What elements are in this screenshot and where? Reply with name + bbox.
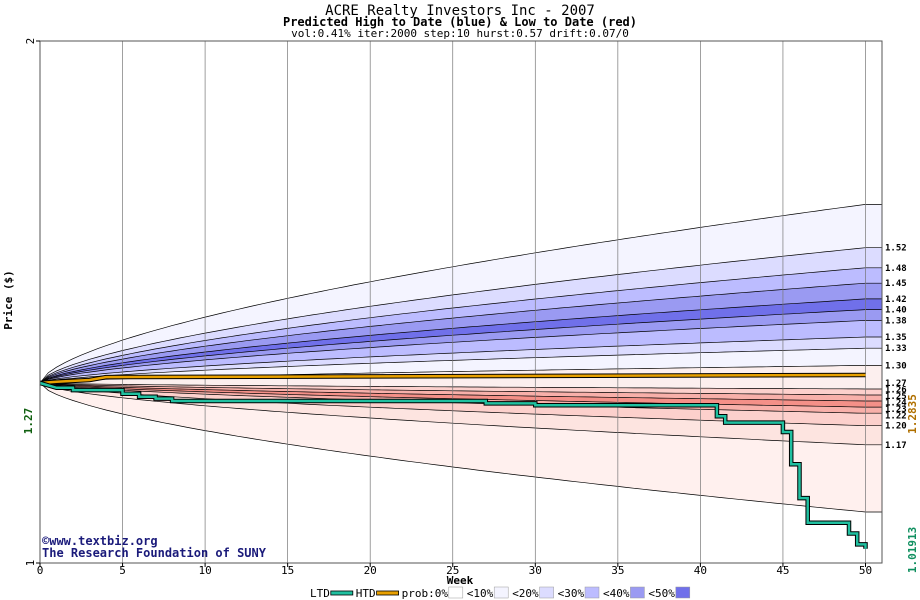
right-label-1.25: 1.25 [885, 392, 907, 402]
low-to-date-label: 1.01913 [906, 527, 919, 573]
legend-label-50: <50% [648, 587, 675, 600]
legend-swatch-30 [584, 586, 600, 599]
legend-swatch-20 [539, 586, 554, 599]
right-label-1.30: 1.30 [885, 361, 907, 371]
legend-swatch-10 [493, 586, 509, 599]
right-label-1.40: 1.40 [885, 306, 907, 316]
right-label-1.17: 1.17 [885, 441, 907, 451]
quantile-line-0 [39, 204, 882, 384]
low-band-6 [40, 383, 882, 512]
right-label-1.45: 1.45 [885, 279, 907, 289]
plot-frame [39, 40, 883, 564]
quantile-line-7 [39, 336, 882, 384]
high-band-3 [40, 283, 882, 383]
chart-params: vol:0.41% iter:2000 step:10 hurst:0.57 d… [291, 27, 629, 40]
quantile-line-2 [39, 267, 882, 384]
credit-line-2: The Research Foundation of SUNY [42, 546, 267, 560]
quantile-line-1 [39, 247, 882, 384]
low-band-0 [40, 383, 882, 395]
legend: LTD HTD prob:0% <10% <20% <30% <40% <50% [310, 586, 691, 600]
x-tick-label-5: 5 [119, 564, 126, 577]
series-ltd [39, 381, 867, 549]
legend-line-htd [376, 590, 400, 596]
grid-lines [122, 41, 866, 563]
legend-label-10: <10% [467, 587, 494, 600]
x-tick-label-0: 0 [37, 564, 44, 577]
x-tick-label-25: 25 [446, 564, 459, 577]
legend-swatch-50 [675, 586, 691, 599]
x-tick-label-15: 15 [281, 564, 294, 577]
series-htd [39, 373, 866, 385]
credit-line-1: ©www.textbiz.org [42, 534, 158, 548]
right-label-1.42: 1.42 [885, 295, 907, 305]
legend-line-ltd [330, 590, 354, 596]
right-label-1.27: 1.27 [885, 379, 907, 389]
high-to-date-label: 1.2835 [906, 394, 919, 434]
y-tick-label-2: 2 [24, 38, 37, 45]
quantile-line-8 [39, 347, 882, 384]
x-tick-label-45: 45 [776, 564, 789, 577]
quantile-line-11 [39, 382, 882, 396]
right-labels: 1.52 1.48 1.45 1.421.401.38 1.351.33 1.30 1.27… [885, 244, 907, 451]
legend-swatch-40 [630, 586, 645, 599]
y-axis-label: Price ($) [2, 270, 15, 330]
x-tick-label-50: 50 [859, 564, 872, 577]
axes: 0 5 10 15 20 25 30 35 40 45 50 1 2 [24, 38, 883, 577]
quantile-line-10 [39, 382, 882, 390]
high-band-8 [40, 348, 882, 383]
x-tick-label-35: 35 [611, 564, 624, 577]
right-label-1.23: 1.23 [885, 405, 907, 415]
legend-label-30: <30% [558, 587, 585, 600]
x-tick-label-20: 20 [364, 564, 377, 577]
right-label-1.24: 1.24 [885, 399, 907, 409]
probability-bands [39, 41, 882, 563]
x-axis-label: Week [447, 574, 474, 587]
start-price-label: 1.27 [22, 408, 35, 435]
quantile-line-3 [39, 282, 882, 384]
legend-label-20: <20% [512, 587, 539, 600]
x-tick-label-40: 40 [694, 564, 707, 577]
legend-label-ltd: LTD [310, 587, 330, 600]
quantile-line-12 [39, 382, 882, 402]
high-band-5 [40, 309, 882, 383]
series-lines [39, 372, 868, 549]
quantile-line-6 [39, 320, 882, 384]
low-band-4 [40, 383, 882, 426]
quantile-line-17 [39, 382, 882, 513]
right-label-1.52: 1.52 [885, 244, 907, 254]
right-label-1.35: 1.35 [885, 333, 907, 343]
x-tick-label-30: 30 [529, 564, 542, 577]
high-band-6 [40, 320, 882, 383]
high-band-1 [40, 247, 882, 383]
quantile-line-4 [39, 298, 882, 384]
legend-label-prob0: prob:0% [402, 587, 449, 600]
quantile-line-5 [39, 309, 882, 384]
right-label-1.33: 1.33 [885, 344, 907, 354]
legend-label-40: <40% [603, 587, 630, 600]
legend-swatch-prob0 [448, 586, 464, 599]
right-label-1.38: 1.38 [885, 316, 907, 326]
high-band-4 [40, 298, 882, 383]
x-tick-label-10: 10 [198, 564, 211, 577]
legend-label-htd: HTD [356, 587, 376, 600]
low-band-1 [40, 383, 882, 401]
right-label-1.20: 1.20 [885, 422, 907, 432]
chart-subtitle: Predicted High to Date (blue) & Low to D… [283, 15, 637, 29]
right-label-1.26: 1.26 [885, 386, 907, 396]
low-band-5 [40, 383, 882, 445]
right-label-1.48: 1.48 [885, 264, 907, 274]
y-tick-label-1: 1 [24, 560, 37, 567]
chart-title: ACRE Realty Investors Inc - 2007 [325, 3, 595, 19]
high-band-2 [40, 267, 882, 383]
right-label-1.22: 1.22 [885, 412, 907, 422]
quantile-line-16 [39, 382, 882, 446]
